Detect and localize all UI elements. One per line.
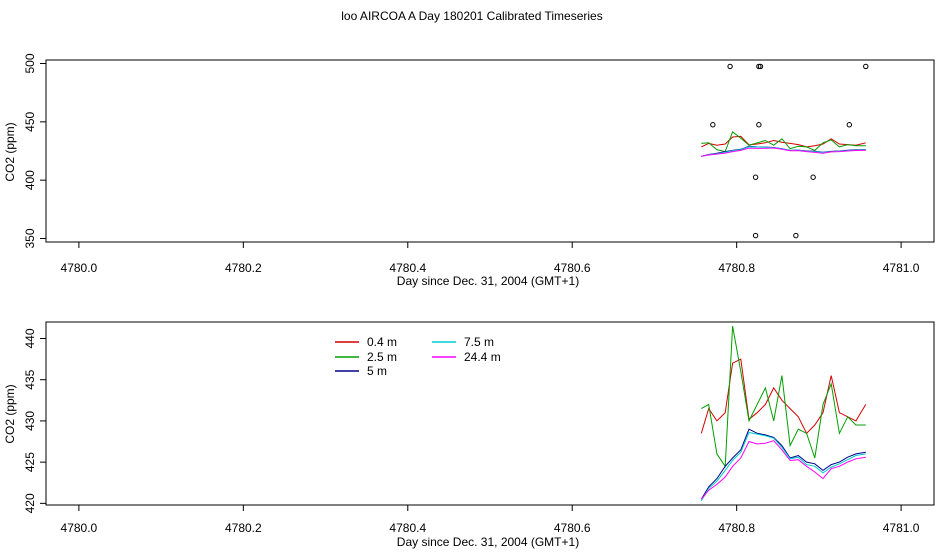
top-scatter-point [793, 232, 799, 239]
top-y-axis-label: CO2 (ppm) [3, 122, 17, 181]
bottom-y-axis-label: CO2 (ppm) [3, 384, 17, 443]
legend-label: 5 m [367, 364, 387, 378]
top-scatter-point [710, 122, 716, 128]
bottom-series-line-7-5-m [700, 431, 866, 502]
top-scatter-points [710, 63, 869, 239]
bottom-x-tick-label: 4780.6 [554, 521, 591, 535]
bottom-x-tick-label: 4780.4 [389, 521, 426, 535]
top-scatter-point [863, 63, 869, 70]
bottom-x-tick-label: 4780.0 [61, 521, 98, 535]
legend-label: 2.5 m [367, 350, 397, 364]
legend-label: 7.5 m [464, 335, 494, 349]
bottom-y-tick-label: 425 [23, 452, 37, 472]
bottom-y-ticks: 420 425 430 435 440 [23, 328, 46, 513]
top-x-ticks: 4780.0 4780.2 4780.4 4780.6 4780.8 4781.0 [61, 242, 920, 275]
top-y-tick-label: 400 [23, 170, 37, 190]
top-y-tick-label: 350 [23, 228, 37, 248]
top-scatter-point [756, 122, 762, 128]
top-scatter-point [727, 63, 733, 70]
top-y-tick-label: 500 [23, 53, 37, 73]
top-panel: Day since Dec. 31, 2004 (GMT+1) CO2 (ppm… [3, 53, 935, 288]
bottom-series-lines [700, 326, 867, 502]
top-scatter-point [752, 174, 759, 180]
top-x-tick-label: 4781.0 [883, 261, 920, 275]
bottom-y-tick-label: 430 [23, 411, 37, 431]
bottom-y-tick-label: 435 [23, 369, 37, 389]
top-plot-frame [45, 59, 935, 243]
bottom-legend: 0.4 m2.5 m5 m 7.5 m24.4 m [335, 335, 501, 378]
top-x-tick-label: 4780.0 [61, 261, 98, 275]
bottom-series-line-24-4-m [700, 440, 866, 500]
bottom-x-ticks: 4780.0 4780.2 4780.4 4780.6 4780.8 4781.0 [61, 505, 920, 535]
top-scatter-point [810, 174, 816, 180]
bottom-plot-frame [45, 321, 935, 506]
bottom-x-tick-label: 4780.8 [718, 521, 755, 535]
top-x-tick-label: 4780.4 [389, 261, 426, 275]
bottom-x-tick-label: 4781.0 [883, 521, 920, 535]
bottom-x-tick-label: 4780.2 [225, 521, 262, 535]
top-x-axis-label: Day since Dec. 31, 2004 (GMT+1) [397, 274, 579, 288]
top-y-tick-label: 450 [23, 112, 37, 132]
bottom-series-line-2-5-m [701, 326, 866, 468]
bottom-panel: Day since Dec. 31, 2004 (GMT+1) CO2 (ppm… [3, 321, 935, 549]
top-y-ticks: 350 400 450 500 [23, 53, 46, 249]
top-x-tick-label: 4780.8 [718, 261, 755, 275]
top-scatter-point [756, 63, 762, 70]
top-series-line-24-4-m [701, 147, 866, 157]
top-series-lines [701, 130, 866, 157]
top-scatter-point [752, 232, 759, 239]
top-scatter-point [846, 122, 853, 128]
chart-title: loo AIRCOA A Day 180201 Calibrated Times… [341, 9, 602, 23]
top-scatter-point [757, 63, 764, 70]
legend-label: 0.4 m [367, 335, 397, 349]
legend-label: 24.4 m [464, 350, 501, 364]
top-x-tick-label: 4780.6 [554, 261, 591, 275]
top-series-line-0-4-m [701, 135, 866, 148]
bottom-y-tick-label: 440 [23, 328, 37, 348]
bottom-y-tick-label: 420 [23, 493, 37, 513]
bottom-series-line-0-4-m [700, 358, 867, 435]
bottom-series-line-5-m [700, 428, 866, 500]
bottom-x-axis-label: Day since Dec. 31, 2004 (GMT+1) [397, 535, 579, 549]
top-x-tick-label: 4780.2 [225, 261, 262, 275]
top-series-line-2-5-m [701, 130, 866, 153]
